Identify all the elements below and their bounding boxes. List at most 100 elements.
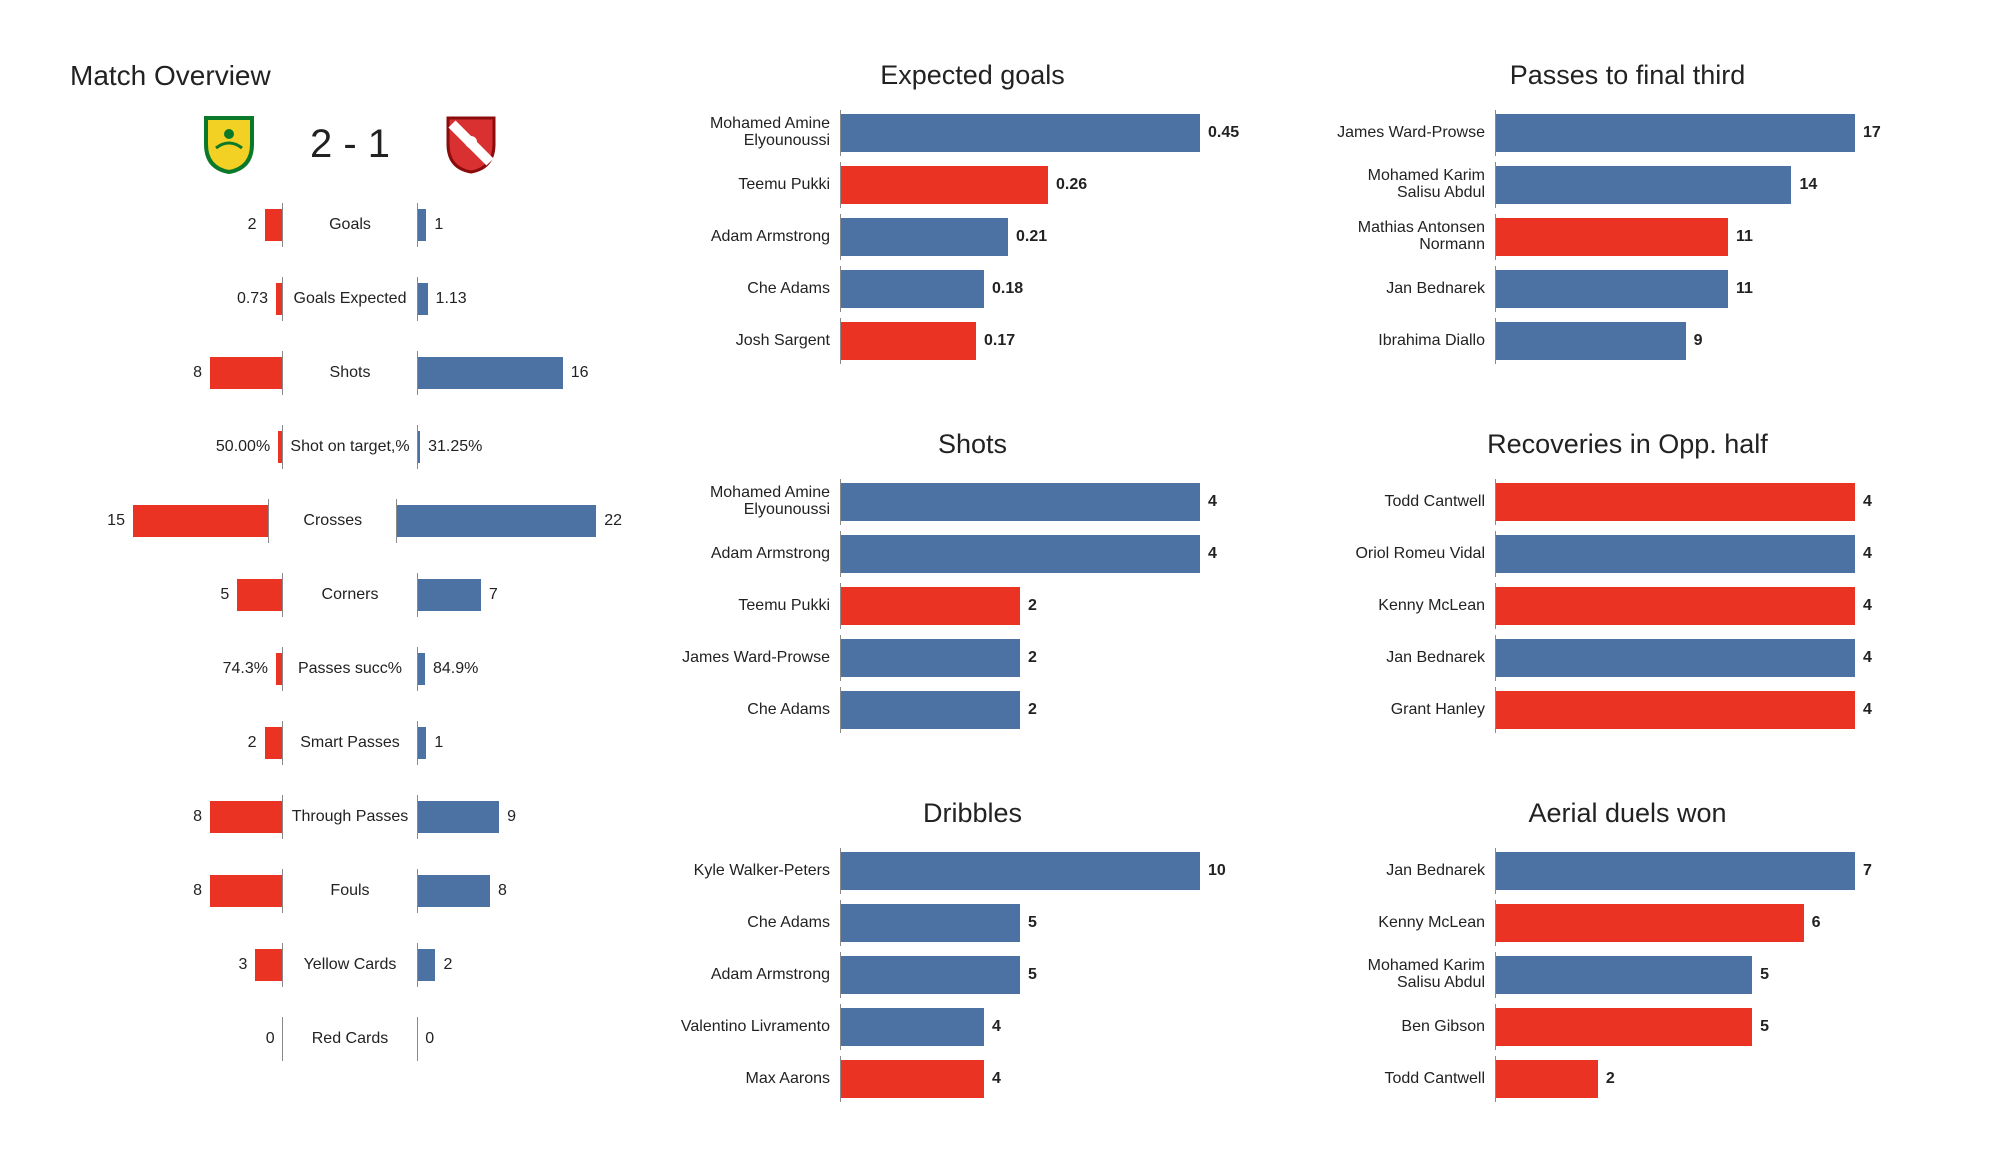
overview-home-bar <box>133 505 269 537</box>
overview-home-value: 74.3% <box>215 660 276 678</box>
player-bar <box>840 166 1048 204</box>
player-value: 4 <box>1855 649 1872 667</box>
axis-tick <box>840 900 841 946</box>
overview-away-value: 9 <box>499 808 524 826</box>
axis-tick <box>417 425 418 469</box>
overview-away-bar <box>417 801 499 833</box>
player-value: 11 <box>1728 280 1753 298</box>
match-overview-header: 2 - 1 <box>70 114 630 174</box>
player-value: 0.17 <box>976 332 1015 350</box>
player-chart-row: Jan Bednarek11 <box>1325 263 1930 315</box>
player-chart: Expected goalsMohamed Amine Elyounoussi0… <box>670 60 1275 397</box>
axis-tick <box>417 795 418 839</box>
overview-home-cell: 8 <box>70 357 283 389</box>
player-name-label: Jan Bednarek <box>1325 650 1495 667</box>
overview-home-bar <box>237 579 282 611</box>
player-bar <box>1495 639 1855 677</box>
player-name-label: Che Adams <box>670 702 840 719</box>
overview-home-cell: 8 <box>70 875 283 907</box>
axis-tick <box>1495 162 1496 208</box>
axis-tick <box>1495 1004 1496 1050</box>
player-chart-row: Mathias Antonsen Normann 11 <box>1325 211 1930 263</box>
overview-stat-label: Goals Expected <box>283 290 418 308</box>
player-value: 5 <box>1752 966 1769 984</box>
player-bar-wrap: 6 <box>1495 904 1930 942</box>
player-bar-wrap: 5 <box>1495 956 1930 994</box>
axis-tick <box>417 721 418 765</box>
player-bar-wrap: 4 <box>1495 639 1930 677</box>
axis-tick <box>417 1017 418 1061</box>
overview-home-value: 50.00% <box>208 438 278 456</box>
player-value: 4 <box>1855 701 1872 719</box>
axis-tick <box>1495 687 1496 733</box>
player-bar-wrap: 14 <box>1495 166 1930 204</box>
player-chart-row: Adam Armstrong0.21 <box>670 211 1275 263</box>
match-overview-title: Match Overview <box>70 60 630 92</box>
axis-tick <box>840 1004 841 1050</box>
overview-stat-label: Yellow Cards <box>283 956 418 974</box>
axis-tick <box>840 214 841 260</box>
player-value: 5 <box>1020 914 1037 932</box>
player-bar-wrap: 17 <box>1495 114 1930 152</box>
axis-tick <box>840 1056 841 1102</box>
player-name-label: Mathias Antonsen Normann <box>1325 220 1495 254</box>
overview-home-cell: 2 <box>70 209 283 241</box>
player-bar <box>840 852 1200 890</box>
overview-home-bar <box>255 949 282 981</box>
player-value: 2 <box>1020 597 1037 615</box>
player-name-label: Mohamed Amine Elyounoussi <box>670 116 840 150</box>
player-value: 0.21 <box>1008 228 1047 246</box>
player-name-label: Kenny McLean <box>1325 598 1495 615</box>
overview-away-cell: 2 <box>417 949 630 981</box>
overview-home-value: 0 <box>258 1030 283 1048</box>
overview-stat-label: Corners <box>283 586 418 604</box>
axis-tick <box>1495 1056 1496 1102</box>
player-bar <box>840 587 1020 625</box>
player-value: 4 <box>1200 545 1217 563</box>
overview-away-cell: 31.25% <box>417 431 630 463</box>
player-value: 2 <box>1020 701 1037 719</box>
overview-home-value: 2 <box>240 734 265 752</box>
player-chart-row: Mohamed Amine Elyounoussi0.45 <box>670 107 1275 159</box>
player-bar-wrap: 4 <box>1495 691 1930 729</box>
overview-away-bar <box>417 357 562 389</box>
player-value: 5 <box>1752 1018 1769 1036</box>
overview-away-bar <box>417 653 425 685</box>
player-bar <box>1495 270 1728 308</box>
axis-tick <box>840 583 841 629</box>
player-value: 17 <box>1855 124 1881 142</box>
player-chart: DribblesKyle Walker-Peters10Che Adams5Ad… <box>670 798 1275 1135</box>
overview-away-value: 8 <box>490 882 515 900</box>
axis-tick <box>1495 318 1496 364</box>
player-bar <box>1495 1060 1598 1098</box>
axis-tick <box>840 952 841 998</box>
player-chart-title: Expected goals <box>670 60 1275 91</box>
player-bar-wrap: 11 <box>1495 218 1930 256</box>
player-bar-wrap: 4 <box>1495 535 1930 573</box>
player-chart-row: Mohamed Karim Salisu Abdul14 <box>1325 159 1930 211</box>
overview-away-bar <box>396 505 596 537</box>
player-chart-row: Che Adams5 <box>670 897 1275 949</box>
axis-tick <box>417 647 418 691</box>
player-bar <box>1495 322 1686 360</box>
axis-tick <box>840 531 841 577</box>
player-chart-row: Jan Bednarek7 <box>1325 845 1930 897</box>
player-bar-wrap: 4 <box>840 1060 1275 1098</box>
overview-away-value: 7 <box>481 586 506 604</box>
axis-tick <box>282 351 283 395</box>
axis-tick <box>282 425 283 469</box>
player-chart-row: Todd Cantwell4 <box>1325 476 1930 528</box>
player-bar-wrap: 4 <box>840 535 1275 573</box>
overview-stat-label: Crosses <box>269 512 396 530</box>
player-chart: Aerial duels wonJan Bednarek7Kenny McLea… <box>1325 798 1930 1135</box>
player-bar <box>840 535 1200 573</box>
player-chart-row: Josh Sargent0.17 <box>670 315 1275 367</box>
overview-home-value: 5 <box>212 586 237 604</box>
overview-row: 0Red Cards0 <box>70 1002 630 1076</box>
player-chart-row: Mohamed Amine Elyounoussi4 <box>670 476 1275 528</box>
overview-home-cell: 8 <box>70 801 283 833</box>
player-value: 11 <box>1728 228 1753 246</box>
axis-tick <box>396 499 397 543</box>
player-chart-row: Grant Hanley4 <box>1325 684 1930 736</box>
player-chart-row: Mohamed Karim Salisu Abdul5 <box>1325 949 1930 1001</box>
